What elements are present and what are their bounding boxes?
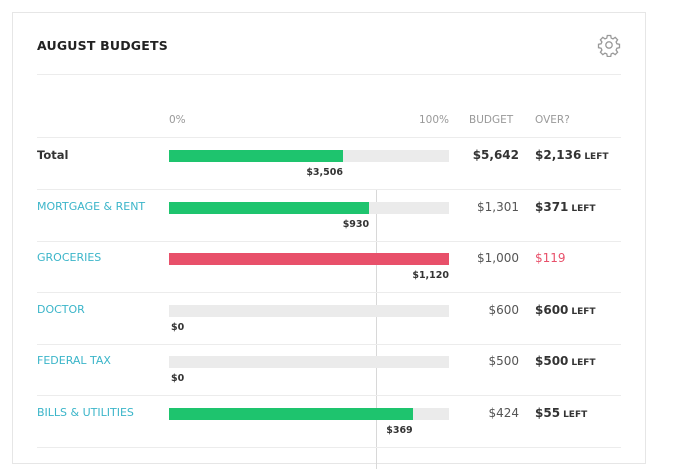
category-label: Total <box>37 148 69 162</box>
budget-card: AUGUST BUDGETS 0% 100% BUDGET OVER? Tota… <box>12 12 646 469</box>
row-divider <box>37 189 621 190</box>
budget-amount: $600 <box>488 302 519 317</box>
remaining: $2,136 LEFT <box>535 148 608 162</box>
remaining-status: LEFT <box>584 152 609 162</box>
row-divider <box>37 292 621 294</box>
spent-label: $1,120 <box>412 270 449 282</box>
row-divider <box>37 343 621 345</box>
page: AUGUST BUDGETS 0% 100% BUDGET OVER? Tota… <box>12 12 646 469</box>
remaining-amount: $119 <box>535 251 566 266</box>
row-divider <box>37 240 621 242</box>
remaining: $371 LEFT <box>535 200 596 214</box>
remaining: $500 LEFT <box>535 354 596 368</box>
card-title: AUGUST BUDGETS <box>37 38 168 53</box>
spent-label: $930 <box>342 218 370 230</box>
remaining-status: LEFT <box>571 203 596 214</box>
col-budget: BUDGET <box>469 114 514 126</box>
remaining-amount: $371 <box>535 199 569 214</box>
category-label: BILLS & UTILITIES <box>37 406 134 419</box>
progress-bar <box>169 408 413 420</box>
progress-track <box>169 304 449 317</box>
spent-label: $0 <box>171 321 185 333</box>
budget-amount: $5,642 <box>472 148 519 162</box>
budget-amount: $1,301 <box>477 199 519 214</box>
spent-label: $3,506 <box>306 167 343 178</box>
remaining-status: LEFT <box>571 358 596 369</box>
progress-bar <box>169 150 343 162</box>
remaining: $55 LEFT <box>535 406 587 420</box>
remaining-amount: $55 <box>535 406 561 420</box>
progress-track <box>169 408 449 420</box>
divider <box>37 137 621 138</box>
budget-amount: $500 <box>488 354 519 369</box>
category-label: GROCERIES <box>37 251 102 265</box>
budget-amount: $424 <box>488 406 519 420</box>
col-over: OVER? <box>535 114 570 126</box>
remaining-status: LEFT <box>563 410 588 420</box>
settings-gear[interactable] <box>597 33 621 57</box>
category-label: MORTGAGE & RENT <box>37 199 146 213</box>
remaining-amount: $2,136 <box>535 148 582 162</box>
remaining-status: LEFT <box>571 306 596 317</box>
progress-bar <box>169 253 449 266</box>
progress-track <box>169 150 449 162</box>
today-marker <box>376 189 377 469</box>
remaining: $119 <box>535 251 566 265</box>
category-label: FEDERAL TAX <box>37 354 111 368</box>
progress-track <box>169 356 449 369</box>
row-divider <box>37 447 621 448</box>
category-label: DOCTOR <box>37 302 85 316</box>
col-max: 100% <box>418 114 449 126</box>
remaining-amount: $600 <box>535 302 569 317</box>
progress-track <box>169 201 449 214</box>
progress-track <box>169 253 449 266</box>
progress-bar <box>169 201 370 214</box>
budget-amount: $1,000 <box>477 251 519 266</box>
row-divider <box>37 395 621 397</box>
col-min: 0% <box>169 114 186 126</box>
remaining-amount: $500 <box>535 354 569 369</box>
remaining: $600 LEFT <box>535 303 596 317</box>
spent-label: $0 <box>171 373 185 385</box>
spent-label: $369 <box>386 425 413 436</box>
divider <box>37 74 621 75</box>
